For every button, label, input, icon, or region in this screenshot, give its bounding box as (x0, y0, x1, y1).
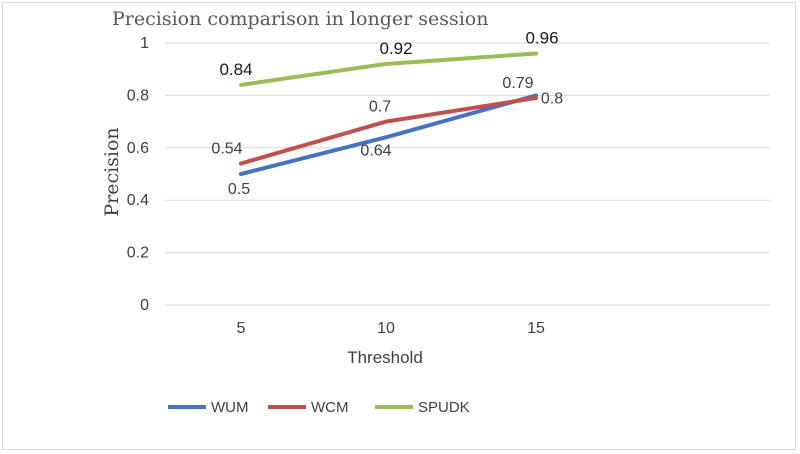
x-tick-label: 5 (237, 320, 246, 337)
legend: WUM WCM SPUDK (168, 399, 470, 416)
series-lines (239, 51, 538, 176)
data-label-spudk: 0.84 (219, 60, 252, 79)
legend-item-wcm: WCM (268, 399, 349, 416)
data-labels: 0.5 0.64 0.8 0.54 0.7 0.79 0.84 0.92 0.96 (211, 28, 563, 198)
x-tick-label: 10 (377, 320, 395, 337)
y-tick-label: 1 (140, 35, 149, 52)
legend-label: SPUDK (418, 399, 470, 416)
series-line-spudk (239, 51, 538, 87)
x-tick-label: 15 (527, 320, 545, 337)
chart-frame (2, 2, 796, 450)
data-label-wcm: 0.54 (211, 141, 242, 158)
y-tick-label: 0.4 (127, 192, 149, 209)
y-tick-label: 0 (140, 297, 149, 314)
data-label-spudk: 0.92 (379, 39, 412, 58)
chart-title: Precision comparison in longer session (112, 8, 488, 30)
y-axis-label: Precision (101, 127, 123, 216)
x-axis-label: Threshold (347, 348, 423, 367)
legend-label: WUM (211, 399, 249, 416)
series-line-wcm (239, 96, 538, 166)
legend-item-spudk: SPUDK (375, 399, 470, 416)
gridlines (165, 42, 770, 306)
series-line-wum (239, 93, 538, 176)
data-label-spudk: 0.96 (525, 28, 558, 47)
x-axis-ticks: 5 10 15 (237, 320, 545, 337)
y-axis-ticks: 0 0.2 0.4 0.6 0.8 1 (127, 35, 149, 314)
legend-label: WCM (311, 399, 349, 416)
legend-item-wum: WUM (168, 399, 249, 416)
data-label-wcm: 0.79 (502, 75, 533, 92)
y-tick-label: 0.8 (127, 87, 149, 104)
data-label-wcm: 0.7 (369, 99, 391, 116)
data-label-wum: 0.5 (228, 181, 250, 198)
data-label-wum: 0.64 (360, 142, 391, 159)
y-tick-label: 0.2 (127, 245, 149, 262)
y-tick-label: 0.6 (127, 140, 149, 157)
data-label-wum: 0.8 (541, 90, 563, 107)
